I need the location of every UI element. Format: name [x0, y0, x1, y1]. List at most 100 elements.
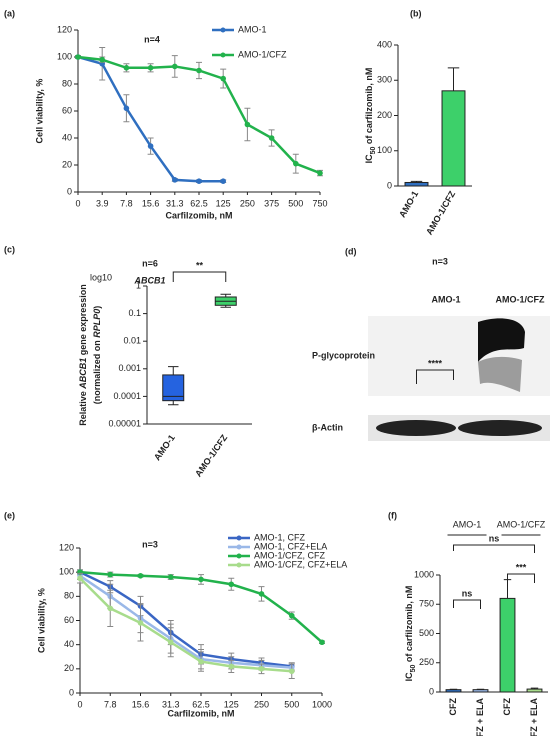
- x-tick-label: AMO-1: [397, 189, 420, 219]
- x-tick-label: CFZ + ELA: [529, 698, 539, 736]
- x-tick-label: 0: [77, 699, 82, 709]
- data-point: [147, 65, 154, 71]
- legend-label: AMO-1, CFZ: [254, 532, 306, 542]
- data-point: [167, 639, 174, 646]
- y-tick-label: 0.00001: [108, 418, 141, 428]
- y-axis-label: Cell viability, %: [36, 588, 46, 653]
- bar: [441, 90, 466, 187]
- legend-marker: [236, 535, 242, 541]
- panel-label: (f): [388, 510, 397, 520]
- y-tick-label: 40: [62, 132, 72, 142]
- significance-bracket: [172, 271, 227, 282]
- sample-size: n=3: [142, 539, 158, 549]
- y-axis-label-part: of carfilzomib, nM: [364, 68, 374, 147]
- data-point: [288, 668, 295, 675]
- data-point: [319, 639, 325, 646]
- panel-label: (c): [4, 244, 15, 254]
- x-tick-label: 7.8: [104, 699, 117, 709]
- y-axis-label-part: IC: [404, 672, 414, 682]
- x-tick-label: CFZ: [502, 698, 512, 716]
- legend-label: AMO-1: [238, 24, 267, 34]
- data-point: [172, 63, 178, 70]
- legend-label: AMO-1/CFZ: [238, 49, 287, 59]
- axis-line: [146, 286, 252, 425]
- significance-label: ns: [462, 588, 473, 598]
- data-point: [99, 56, 105, 63]
- significance-bracket: [453, 544, 535, 553]
- significance-label: **: [196, 260, 204, 270]
- panel-label: (a): [4, 8, 15, 18]
- data-point: [268, 135, 275, 141]
- x-tick-label: 750: [312, 198, 327, 208]
- y-tick-label: 0: [67, 186, 72, 196]
- data-point: [293, 160, 299, 167]
- data-point: [147, 143, 154, 149]
- y-tick-label: 0.0001: [113, 391, 141, 401]
- error-bar: [503, 579, 512, 599]
- y-tick-label: 0: [69, 687, 74, 697]
- y-axis-label-part: IC: [364, 154, 374, 164]
- y-axis-label: Cell viability, %: [34, 79, 44, 144]
- y-axis-label-part: ): [92, 306, 102, 309]
- series-line: [77, 55, 224, 183]
- data-point: [77, 575, 83, 582]
- y-axis-label-part: gene expression: [78, 284, 88, 358]
- group-label: AMO-1: [453, 519, 482, 529]
- series-line: [79, 577, 292, 673]
- legend-label: AMO-1/CFZ, CFZ: [254, 550, 325, 560]
- x-tick-label: CFZ: [448, 698, 458, 716]
- x-tick-label: 125: [216, 198, 231, 208]
- axis-line: [439, 575, 548, 693]
- x-tick-label: 0: [75, 198, 80, 208]
- bar: [499, 597, 516, 693]
- y-tick-label: 0: [387, 180, 392, 190]
- y-axis-label: IC50 of carfilzomib, nM: [404, 586, 417, 682]
- data-point: [107, 571, 114, 578]
- sample-size: n=3: [432, 256, 448, 266]
- error-bar: [447, 67, 460, 91]
- data-point: [137, 572, 144, 579]
- data-point: [196, 178, 202, 184]
- data-point: [220, 75, 226, 82]
- x-tick-label: 3.9: [96, 198, 109, 208]
- x-tick-label: 7.8: [120, 198, 133, 208]
- significance-bracket: [416, 369, 454, 384]
- y-axis-label-part: of carfilzomib, nM: [404, 586, 414, 665]
- y-tick-label: 0.001: [118, 363, 141, 373]
- x-tick-label: AMO-1/CFZ: [193, 432, 230, 478]
- y-axis-label-part: Relative: [78, 389, 88, 426]
- pgp-smear: [478, 356, 522, 392]
- row-label: β-Actin: [312, 422, 343, 432]
- y-axis-label: (normalized on RPLP0): [92, 306, 102, 405]
- data-point: [317, 170, 323, 176]
- significance-label: ns: [489, 533, 500, 543]
- scale-note: log10: [90, 272, 112, 282]
- x-tick-label: 500: [288, 198, 303, 208]
- data-point: [228, 581, 235, 588]
- x-tick-label: 62.5: [190, 198, 208, 208]
- data-point: [258, 591, 265, 597]
- y-tick-label: 60: [62, 105, 72, 115]
- y-tick-label: 120: [57, 24, 72, 34]
- box: [162, 374, 185, 402]
- x-tick-label: 1000: [312, 699, 332, 709]
- y-tick-label: 20: [62, 159, 72, 169]
- lane-label: AMO-1: [432, 294, 461, 304]
- y-axis-label-part: 50: [370, 147, 377, 155]
- y-axis-label-part: 50: [410, 665, 417, 673]
- significance-bracket: [507, 573, 535, 583]
- y-tick-label: 400: [377, 39, 392, 49]
- y-tick-label: 1: [136, 280, 141, 290]
- x-tick-label: 500: [284, 699, 299, 709]
- y-tick-label: 100: [57, 51, 72, 61]
- y-tick-label: 60: [64, 615, 74, 625]
- y-axis-label-part: ABCB1: [78, 358, 88, 390]
- y-tick-label: 40: [64, 639, 74, 649]
- data-point: [198, 658, 204, 665]
- x-axis-label: Carfilzomib, nM: [166, 210, 233, 220]
- y-tick-label: 120: [59, 542, 74, 552]
- x-tick-label: 15.6: [142, 198, 160, 208]
- data-point: [220, 178, 226, 184]
- bar: [472, 689, 489, 693]
